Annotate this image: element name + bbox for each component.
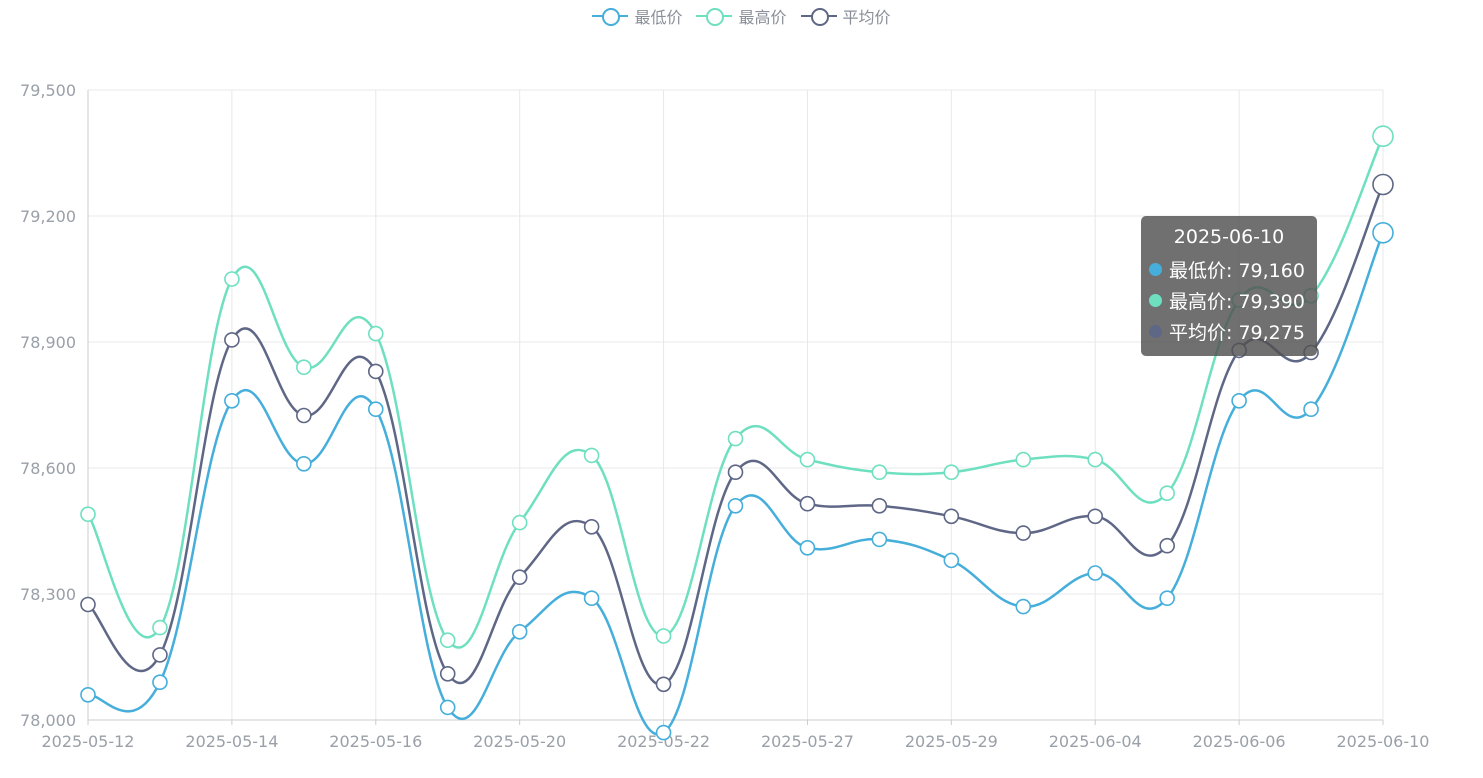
data-point-min xyxy=(583,590,600,607)
chart-legend: 最低价 最高价 平均价 xyxy=(0,4,1483,28)
x-tick-label: 2025-05-20 xyxy=(473,732,566,751)
data-point-max xyxy=(655,628,672,644)
x-tick-label: 2025-06-04 xyxy=(1049,732,1142,751)
x-tick-label: 2025-05-29 xyxy=(905,732,998,751)
tooltip-dot-min xyxy=(1149,263,1162,276)
y-tick-label: 78,900 xyxy=(20,333,76,352)
tooltip-text-max: 最高价: 79,390 xyxy=(1169,291,1305,313)
data-point-avg xyxy=(367,363,384,380)
x-tick-label: 2025-06-10 xyxy=(1337,732,1430,751)
data-point-avg xyxy=(224,332,240,348)
data-point-min xyxy=(367,401,384,418)
data-point-max xyxy=(439,632,456,649)
data-point-max xyxy=(1015,451,1032,468)
data-point-max xyxy=(1087,451,1104,468)
tooltip-dot-max xyxy=(1149,294,1162,307)
data-point-min xyxy=(1159,590,1175,607)
tooltip-text-min: 最低价: 79,160 xyxy=(1169,260,1305,282)
y-tick-label: 79,500 xyxy=(20,81,76,100)
data-point-min xyxy=(1231,392,1247,409)
tooltip-row-min: 最低价: 79,160 xyxy=(1149,254,1309,285)
data-point-avg xyxy=(80,596,96,613)
data-point-min xyxy=(1372,222,1394,244)
x-tick-label: 2025-05-14 xyxy=(185,732,278,751)
data-point-min xyxy=(152,674,168,691)
y-tick-label: 78,300 xyxy=(20,585,76,604)
data-point-avg xyxy=(1159,537,1175,554)
data-point-min xyxy=(224,392,240,409)
data-point-min xyxy=(727,497,744,514)
x-tick-label: 2025-05-16 xyxy=(329,732,422,751)
data-point-max xyxy=(80,506,96,523)
legend-label-avg: 平均价 xyxy=(842,8,891,27)
data-point-avg xyxy=(727,464,744,481)
data-point-max xyxy=(871,464,888,481)
legend-label-max: 最高价 xyxy=(738,8,787,27)
data-point-max xyxy=(727,430,744,447)
data-point-max xyxy=(943,464,960,481)
legend-item-min[interactable]: 最低价 xyxy=(592,4,682,28)
data-point-avg xyxy=(439,665,456,682)
data-point-avg xyxy=(296,407,312,424)
data-point-max xyxy=(511,514,528,531)
x-tick-label: 2025-05-27 xyxy=(761,732,854,751)
legend-item-avg[interactable]: 平均价 xyxy=(800,4,891,28)
data-point-avg xyxy=(583,518,600,535)
data-point-min xyxy=(1015,598,1032,615)
chart-tooltip: 2025-06-10 最低价: 79,160 最高价: 79,390 平均价: … xyxy=(1141,216,1317,356)
data-point-avg xyxy=(943,508,960,525)
data-point-min xyxy=(1087,565,1104,581)
data-point-avg xyxy=(871,497,888,514)
data-point-min xyxy=(296,455,312,472)
data-point-max xyxy=(296,359,312,376)
data-point-avg xyxy=(1087,508,1104,525)
y-tick-label: 78,000 xyxy=(20,711,76,730)
data-point-avg xyxy=(1015,525,1032,541)
data-point-avg xyxy=(1372,173,1394,196)
data-point-min xyxy=(1303,401,1319,418)
legend-symbol-min xyxy=(592,6,629,26)
tooltip-title: 2025-06-10 xyxy=(1173,226,1285,248)
legend-item-max[interactable]: 最高价 xyxy=(696,4,787,28)
tooltip-row-avg: 平均价: 79,275 xyxy=(1149,316,1309,347)
legend-symbol-max xyxy=(696,6,733,26)
tooltip-text-avg: 平均价: 79,275 xyxy=(1169,322,1305,344)
data-point-max xyxy=(799,451,816,468)
data-point-max xyxy=(152,619,168,636)
data-point-max xyxy=(1159,485,1175,502)
data-point-avg xyxy=(511,569,528,586)
series-line-min xyxy=(87,232,1385,736)
y-tick-label: 79,200 xyxy=(20,207,76,226)
x-tick-label: 2025-05-22 xyxy=(617,732,710,751)
x-tick-label: 2025-05-12 xyxy=(42,732,135,751)
data-point-min xyxy=(871,531,888,548)
data-point-min xyxy=(80,686,96,703)
data-point-max xyxy=(1372,125,1394,147)
data-point-min xyxy=(799,539,816,556)
legend-symbol-avg xyxy=(800,6,837,26)
x-tick-label: 2025-06-06 xyxy=(1193,732,1286,751)
data-point-min xyxy=(943,552,960,569)
data-point-max xyxy=(224,271,240,287)
data-point-min xyxy=(655,724,672,741)
data-point-avg xyxy=(152,647,168,663)
legend-label-min: 最低价 xyxy=(634,8,683,27)
data-point-min xyxy=(439,699,456,716)
data-point-avg xyxy=(655,676,672,693)
data-point-max xyxy=(367,325,384,342)
tooltip-row-max: 最高价: 79,390 xyxy=(1149,285,1309,316)
data-point-min xyxy=(511,623,528,640)
tooltip-dot-avg xyxy=(1149,325,1162,338)
data-point-avg xyxy=(799,495,816,512)
data-point-max xyxy=(583,447,600,464)
y-tick-label: 78,600 xyxy=(20,459,76,478)
